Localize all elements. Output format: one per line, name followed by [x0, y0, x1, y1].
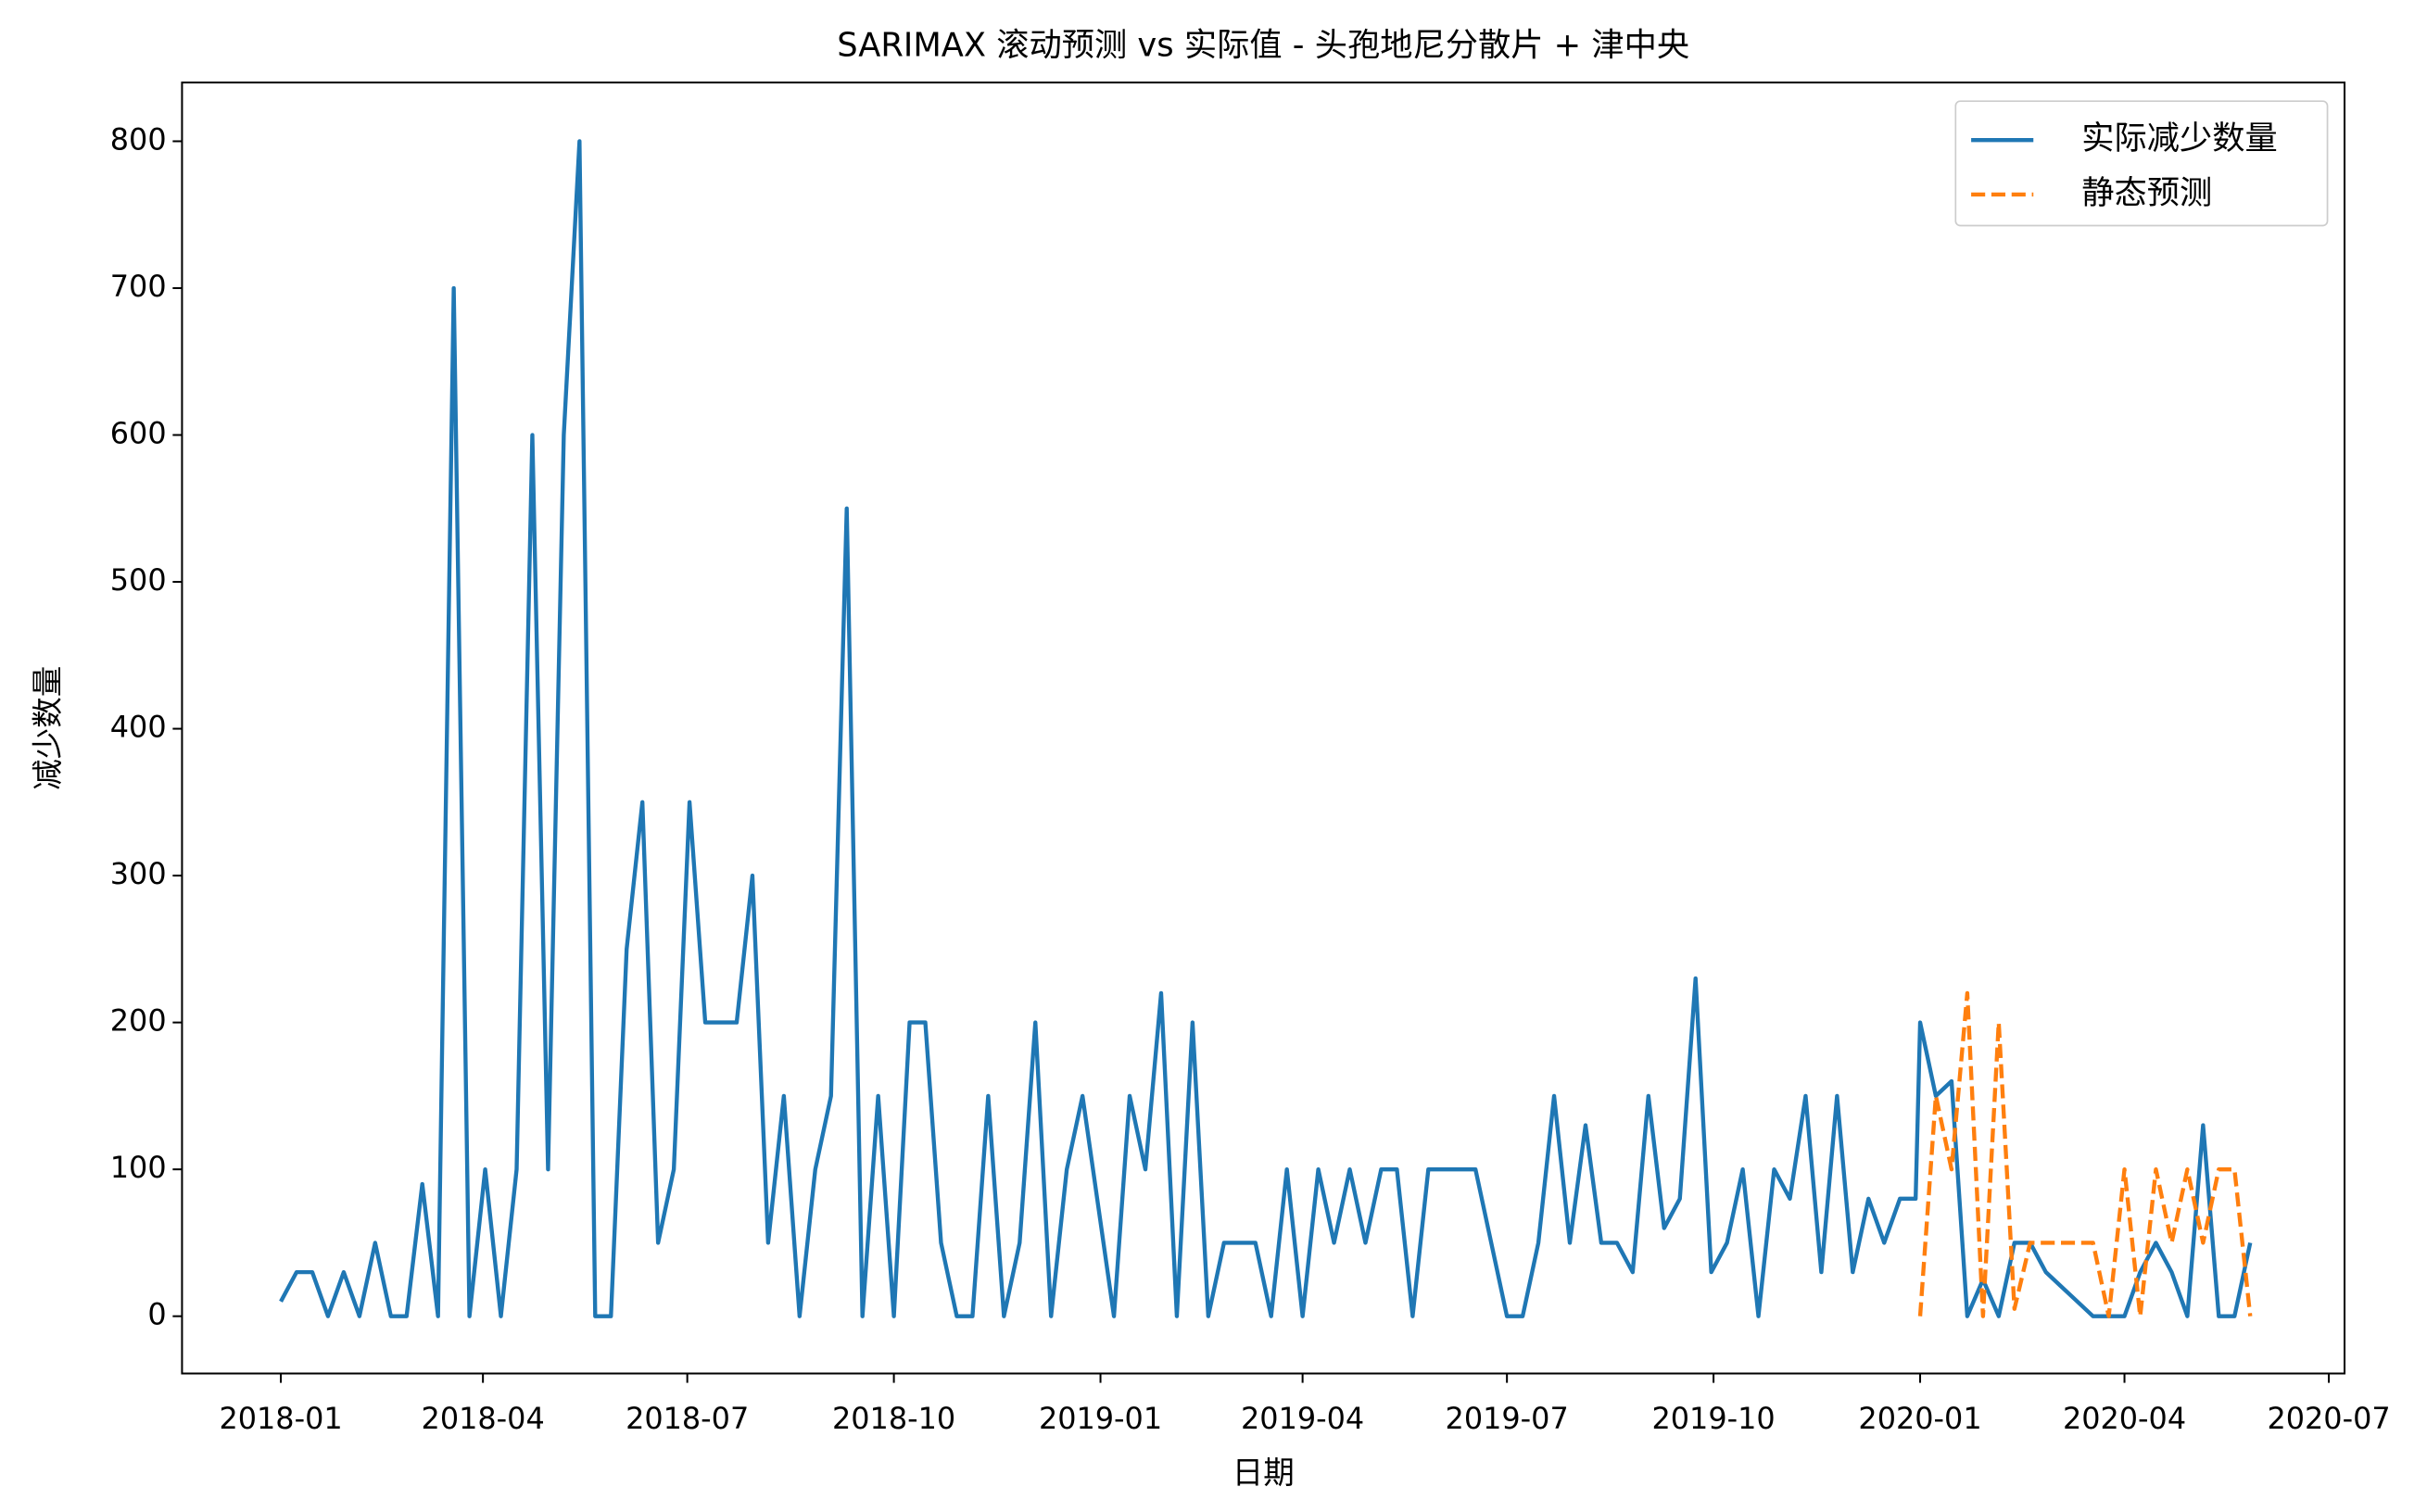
- y-tick-label: 100: [110, 1150, 167, 1185]
- legend-box: [1954, 100, 2329, 227]
- y-tick-label: 700: [110, 269, 167, 304]
- series-line: [279, 139, 2253, 1318]
- x-tick-label: 2020-04: [2063, 1401, 2186, 1436]
- y-tick-label: 300: [110, 856, 167, 891]
- x-tick-label: 2019-01: [1039, 1401, 1162, 1436]
- x-tick-label: 2019-10: [1651, 1401, 1775, 1436]
- x-tick-label: 2018-04: [422, 1401, 545, 1436]
- x-tick-label: 2019-07: [1446, 1401, 1569, 1436]
- x-tick-label: 2018-01: [219, 1401, 342, 1436]
- y-axis-label: 减少数量: [30, 666, 66, 790]
- y-tick-label: 200: [110, 1003, 167, 1039]
- y-tick-label: 600: [110, 416, 167, 451]
- chart-title: SARIMAX 滚动预测 vs 实际值 - 头孢地尼分散片 + 津中央: [837, 26, 1689, 64]
- y-tick-label: 0: [147, 1297, 166, 1332]
- x-tick-label: 2018-07: [626, 1401, 749, 1436]
- y-tick-label: 400: [110, 710, 167, 745]
- y-tick-label: 500: [110, 562, 167, 598]
- plot-frame: [181, 82, 2346, 1375]
- x-axis-label: 日期: [1232, 1455, 1295, 1491]
- legend-label: 实际减少数量: [2081, 120, 2278, 158]
- legend-label: 静态预测: [2081, 174, 2212, 212]
- series-line: [1917, 990, 2253, 1318]
- x-tick-label: 2020-01: [1858, 1401, 1981, 1436]
- x-tick-label: 2019-04: [1241, 1401, 1364, 1436]
- x-tick-label: 2020-07: [2267, 1401, 2390, 1436]
- x-tick-label: 2018-10: [832, 1401, 955, 1436]
- y-tick-label: 800: [110, 121, 167, 157]
